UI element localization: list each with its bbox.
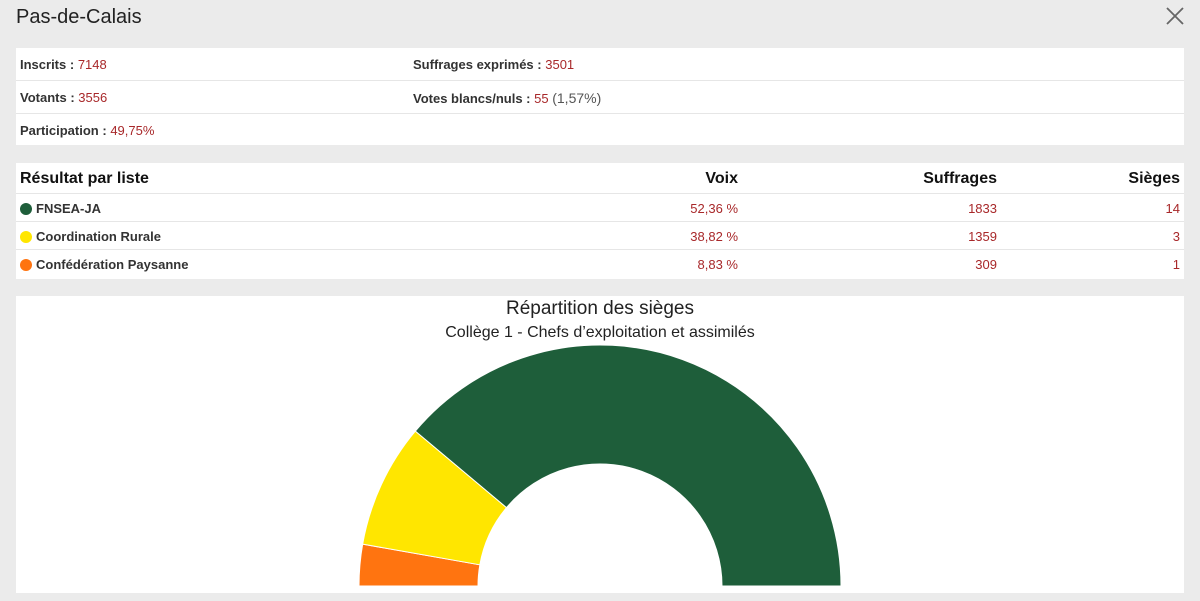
results-table: Résultat par liste Voix Suffrages Sièges…	[16, 163, 1184, 279]
stat-label: Votants :	[20, 90, 75, 105]
stat-label: Suffrages exprimés :	[413, 57, 542, 72]
stat-votants: Votants : 3556	[20, 90, 107, 105]
cell-sieges: 3	[1172, 229, 1180, 244]
header-name: Résultat par liste	[20, 170, 149, 187]
chart-title: Répartition des sièges	[506, 298, 694, 319]
stats-row: Participation : 49,75%	[16, 114, 1184, 147]
cell-suffrages: 1359	[968, 229, 997, 244]
cell-voix: 52,36 %	[690, 201, 738, 216]
close-icon[interactable]	[1164, 5, 1186, 27]
stat-inscrits: Inscrits : 7148	[20, 57, 107, 72]
stat-percent: (1,57%)	[552, 90, 602, 106]
list-name-text: Confédération Paysanne	[36, 257, 189, 272]
color-dot	[20, 258, 32, 271]
cell-suffrages: 1833	[968, 201, 997, 216]
header-voix: Voix	[705, 170, 738, 187]
cell-sieges: 1	[1172, 257, 1180, 272]
list-name-text: Coordination Rurale	[36, 229, 161, 244]
seats-chart	[358, 344, 842, 587]
list-name-text: FNSEA-JA	[36, 201, 102, 216]
chart-subtitle: Collège 1 - Chefs d’exploitation et assi…	[445, 324, 755, 341]
cell-voix: 8,83 %	[697, 257, 738, 272]
cell-sieges: 14	[1165, 201, 1180, 216]
stat-value: 55	[534, 91, 549, 106]
stats-row: Inscrits : 7148 Suffrages exprimés : 350…	[16, 48, 1184, 81]
stat-label: Votes blancs/nuls :	[413, 91, 531, 106]
table-row: FNSEA-JA 52,36 % 1833 14	[16, 194, 1184, 222]
stats-panel: Inscrits : 7148 Suffrages exprimés : 350…	[16, 48, 1184, 145]
header-sieges: Sièges	[1128, 170, 1180, 187]
table-header: Résultat par liste Voix Suffrages Sièges	[16, 163, 1184, 194]
stat-value: 3501	[545, 57, 575, 72]
table-row: Confédération Paysanne 8,83 % 309 1	[16, 250, 1184, 278]
stats-row: Votants : 3556 Votes blancs/nuls : 55 (1…	[16, 81, 1184, 114]
header-suffrages: Suffrages	[923, 170, 997, 187]
stat-label: Participation :	[20, 123, 107, 138]
stat-value: 49,75%	[110, 123, 155, 138]
list-name: FNSEA-JA	[20, 201, 101, 216]
stat-participation: Participation : 49,75%	[20, 123, 154, 138]
table-row: Coordination Rurale 38,82 % 1359 3	[16, 222, 1184, 250]
color-dot	[20, 230, 32, 243]
seat-slice-fnsea-ja[interactable]	[414, 344, 842, 587]
stat-value: 3556	[78, 90, 108, 105]
stat-blancs-nuls: Votes blancs/nuls : 55 (1,57%)	[413, 90, 601, 106]
seats-chart-card: Répartition des sièges Collège 1 - Chefs…	[16, 296, 1184, 593]
list-name: Coordination Rurale	[20, 229, 161, 244]
modal-header: Pas-de-Calais	[0, 0, 1200, 40]
cell-suffrages: 309	[975, 257, 997, 272]
stat-value: 7148	[77, 57, 107, 72]
stat-suffrages: Suffrages exprimés : 3501	[413, 57, 574, 72]
color-dot	[20, 202, 32, 215]
cell-voix: 38,82 %	[690, 229, 738, 244]
modal-title: Pas-de-Calais	[16, 6, 142, 28]
stat-label: Inscrits :	[20, 57, 75, 72]
list-name: Confédération Paysanne	[20, 257, 188, 272]
